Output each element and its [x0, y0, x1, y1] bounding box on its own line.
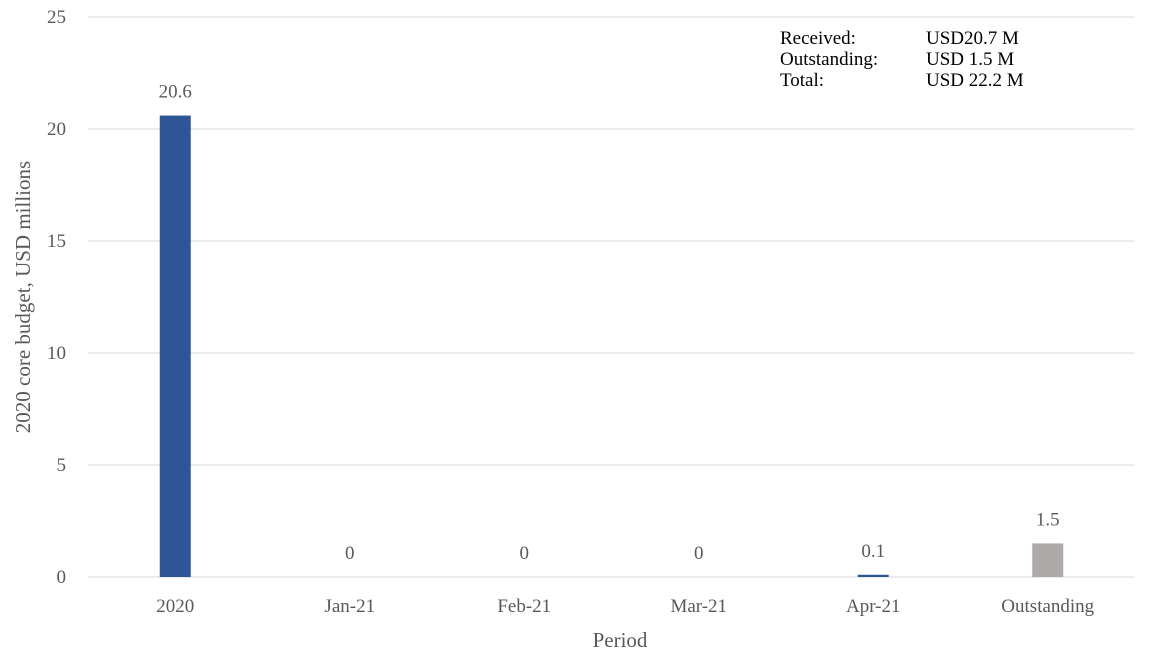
- data-label: 20.6: [159, 82, 192, 103]
- y-tick-label: 10: [47, 343, 66, 364]
- x-tick-label: 2020: [156, 596, 194, 617]
- y-tick-label: 5: [57, 455, 67, 476]
- data-label: 0: [694, 543, 704, 564]
- received-value: USD20.7 M: [926, 28, 1019, 49]
- bar: [1032, 543, 1064, 577]
- y-tick-label: 0: [57, 567, 67, 588]
- data-label: 0: [345, 543, 355, 564]
- y-axis-ticks: 0 5 10 15 20 25: [47, 7, 66, 588]
- outstanding-value: USD 1.5 M: [926, 49, 1015, 70]
- bar: [159, 115, 191, 577]
- y-tick-label: 15: [47, 231, 66, 252]
- data-labels: 20.6 0 0 0 0.1 1.5: [159, 82, 1060, 564]
- x-tick-label: Mar-21: [670, 596, 727, 617]
- gridlines: [88, 16, 1135, 578]
- bars: [159, 115, 1064, 577]
- x-tick-label: Feb-21: [497, 596, 551, 617]
- total-value: USD 22.2 M: [926, 70, 1024, 91]
- data-label: 1.5: [1036, 509, 1060, 530]
- y-tick-label: 25: [47, 7, 66, 28]
- received-label: Received:: [780, 28, 856, 49]
- x-tick-label: Apr-21: [846, 596, 901, 617]
- y-tick-label: 20: [47, 119, 66, 140]
- x-axis-title: Period: [593, 628, 648, 652]
- data-label: 0.1: [861, 541, 885, 562]
- x-axis-ticks: 2020 Jan-21 Feb-21 Mar-21 Apr-21 Outstanding: [156, 596, 1094, 617]
- data-label: 0: [520, 543, 530, 564]
- outstanding-label: Outstanding:: [780, 49, 879, 70]
- x-tick-label: Jan-21: [324, 596, 375, 617]
- x-tick-label: Outstanding: [1001, 596, 1094, 617]
- total-label: Total:: [780, 70, 825, 91]
- bar: [857, 574, 889, 577]
- y-axis-title: 2020 core budget, USD millions: [11, 161, 35, 433]
